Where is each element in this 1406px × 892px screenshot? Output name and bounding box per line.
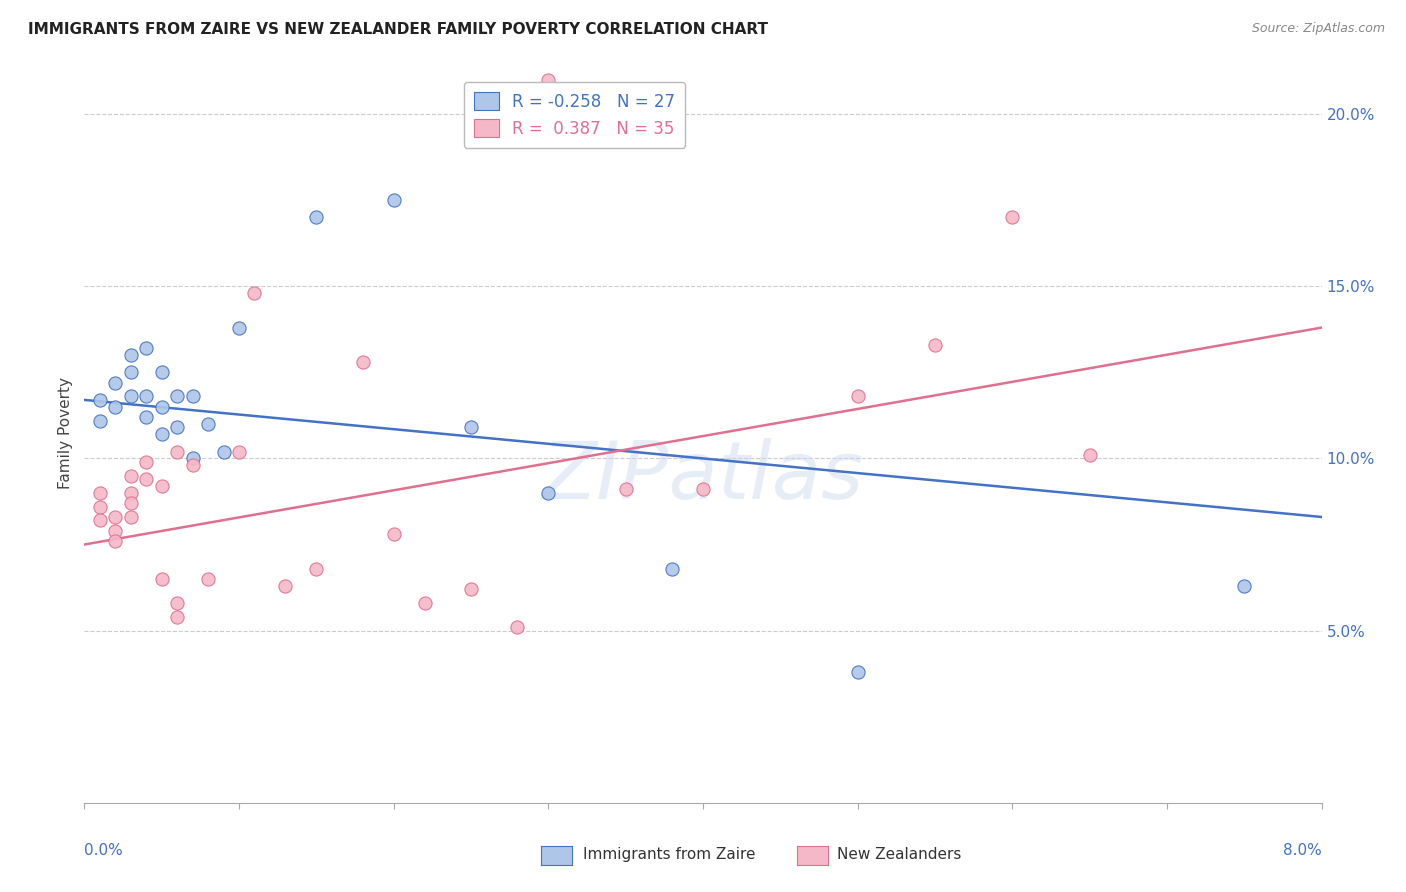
Point bbox=[135, 341, 157, 355]
Point bbox=[135, 455, 157, 469]
Point bbox=[924, 338, 946, 352]
Point bbox=[120, 348, 142, 362]
Point bbox=[382, 527, 405, 541]
Text: Immigrants from Zaire: Immigrants from Zaire bbox=[583, 847, 756, 862]
Point bbox=[305, 211, 328, 225]
Point bbox=[104, 376, 127, 390]
Point bbox=[661, 561, 683, 575]
Point bbox=[846, 389, 869, 403]
Point bbox=[537, 72, 560, 87]
Text: IMMIGRANTS FROM ZAIRE VS NEW ZEALANDER FAMILY POVERTY CORRELATION CHART: IMMIGRANTS FROM ZAIRE VS NEW ZEALANDER F… bbox=[28, 22, 768, 37]
Point bbox=[506, 620, 529, 634]
Text: New Zealanders: New Zealanders bbox=[837, 847, 960, 862]
Point bbox=[120, 468, 142, 483]
Point bbox=[150, 572, 173, 586]
Point bbox=[1001, 211, 1024, 225]
Y-axis label: Family Poverty: Family Poverty bbox=[58, 376, 73, 489]
Point bbox=[181, 389, 204, 403]
Point bbox=[382, 193, 405, 207]
Point bbox=[120, 510, 142, 524]
Point bbox=[135, 389, 157, 403]
Point bbox=[135, 410, 157, 425]
Point bbox=[104, 510, 127, 524]
Text: 8.0%: 8.0% bbox=[1282, 843, 1322, 858]
Point bbox=[104, 400, 127, 414]
Point bbox=[104, 524, 127, 538]
Point bbox=[120, 496, 142, 510]
Point bbox=[197, 572, 219, 586]
Text: Source: ZipAtlas.com: Source: ZipAtlas.com bbox=[1251, 22, 1385, 36]
Point bbox=[166, 420, 188, 434]
Point bbox=[89, 500, 111, 514]
Point bbox=[352, 355, 374, 369]
Point bbox=[212, 444, 235, 458]
Point bbox=[150, 365, 173, 379]
Point bbox=[166, 596, 188, 610]
Point bbox=[197, 417, 219, 431]
Point bbox=[846, 665, 869, 679]
Point bbox=[120, 486, 142, 500]
Point bbox=[166, 610, 188, 624]
Point bbox=[181, 458, 204, 473]
Point bbox=[537, 486, 560, 500]
Point bbox=[305, 561, 328, 575]
Legend: R = -0.258   N = 27, R =  0.387   N = 35: R = -0.258 N = 27, R = 0.387 N = 35 bbox=[464, 82, 685, 147]
Point bbox=[104, 534, 127, 549]
Point bbox=[274, 579, 297, 593]
Point bbox=[228, 444, 250, 458]
Point bbox=[120, 365, 142, 379]
Point bbox=[181, 451, 204, 466]
Point bbox=[150, 427, 173, 442]
Point bbox=[89, 486, 111, 500]
Point bbox=[89, 513, 111, 527]
Text: ZIPatlas: ZIPatlas bbox=[541, 438, 865, 516]
Point bbox=[614, 483, 637, 497]
Point bbox=[150, 479, 173, 493]
Point bbox=[135, 472, 157, 486]
Text: 0.0%: 0.0% bbox=[84, 843, 124, 858]
Point bbox=[150, 400, 173, 414]
Point bbox=[89, 392, 111, 407]
Point bbox=[228, 320, 250, 334]
Point bbox=[460, 420, 482, 434]
Point bbox=[89, 413, 111, 427]
Point bbox=[166, 389, 188, 403]
Point bbox=[243, 286, 266, 301]
Point bbox=[120, 389, 142, 403]
Point bbox=[1078, 448, 1101, 462]
Point bbox=[413, 596, 436, 610]
Point bbox=[1233, 579, 1256, 593]
Point bbox=[166, 444, 188, 458]
Point bbox=[460, 582, 482, 597]
Point bbox=[692, 483, 714, 497]
